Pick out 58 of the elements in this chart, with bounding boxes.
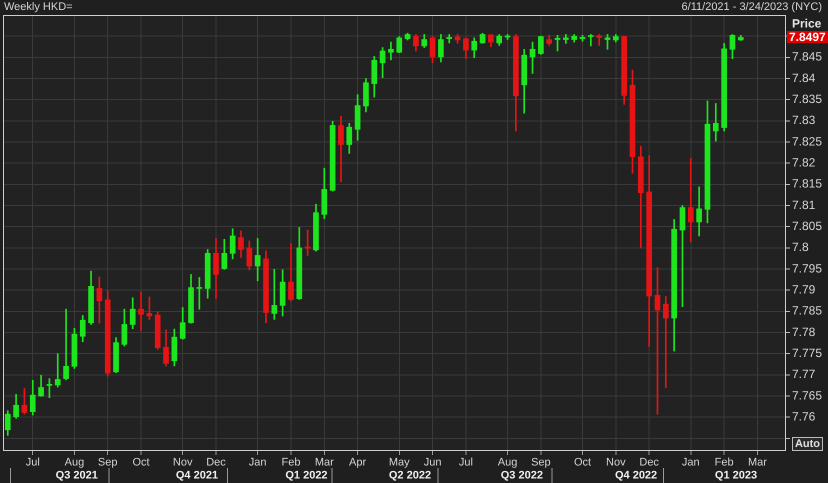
y-tick-label: 7.77 — [792, 367, 816, 382]
chart-subtitle: 6/11/2021 - 3/24/2023 (NYC) — [682, 1, 822, 14]
x2-tick-label: Q4 2021 — [176, 470, 218, 482]
y-tick-label: 7.78 — [792, 324, 816, 339]
y-tick-label: 7.76 — [792, 409, 816, 424]
y-tick-label: 7.84 — [792, 70, 816, 85]
candlestick — [554, 34, 560, 52]
candlestick — [680, 205, 686, 307]
y-tick-label: 7.8 — [792, 240, 810, 254]
x-tick-label: Jan — [248, 456, 267, 469]
x-tick-label: Mar — [314, 456, 334, 469]
y-tick-label: 7.805 — [792, 218, 822, 233]
x-tick-label: Oct — [574, 456, 592, 469]
x-tick-label: Nov — [606, 456, 626, 469]
x-tick-label: Mar — [748, 456, 768, 469]
x-tick-label: Aug — [498, 456, 518, 469]
y-tick-label: 7.79 — [792, 282, 816, 296]
candlestick — [138, 292, 144, 332]
x-tick-label: Nov — [172, 456, 193, 469]
x-tick-label: Dec — [206, 456, 226, 469]
x-tick-label: Apr — [349, 456, 367, 469]
x-tick-label: Sep — [531, 456, 551, 469]
x2-tick-label: Q1 2023 — [714, 470, 758, 482]
y-tick-label: 7.785 — [792, 304, 822, 318]
y-axis-title: Price — [792, 16, 822, 30]
x-tick-label: Feb — [714, 456, 734, 469]
y-tick-label: 7.795 — [792, 261, 822, 276]
y-tick-label: 7.815 — [792, 176, 822, 191]
x-tick-label: Dec — [639, 456, 660, 469]
x-tick-label: Jul — [458, 456, 473, 469]
x-tick-label: Sep — [98, 456, 118, 469]
x2-tick-label: Q1 2022 — [285, 470, 328, 482]
y-tick-label: 7.845 — [792, 50, 822, 64]
x-tick-label: Jul — [26, 456, 40, 469]
y-tick-label: 7.835 — [792, 92, 822, 106]
candlestick — [654, 267, 660, 415]
y-tick-label: 7.765 — [792, 388, 822, 402]
y-tick-label: 7.82 — [792, 155, 816, 170]
chart-title: Weekly HKD= — [4, 1, 73, 14]
x-tick-label: Oct — [132, 456, 150, 469]
x-tick-label: Jan — [682, 456, 700, 469]
y-tick-label: 7.81 — [792, 198, 816, 212]
candlestick — [63, 308, 69, 380]
text: 7.8497 — [787, 30, 828, 44]
x-tick-label: May — [388, 456, 410, 469]
x-tick-label: Aug — [64, 456, 84, 469]
candlestick — [604, 34, 610, 50]
x2-tick-label: Q3 2022 — [500, 470, 543, 482]
x-tick-label: Jun — [424, 456, 442, 469]
y-tick-label: 7.775 — [792, 346, 822, 360]
x2-tick-label: Q4 2022 — [614, 470, 658, 482]
y-tick-label: 7.83 — [792, 113, 816, 128]
candlestick — [388, 42, 394, 60]
x2-tick-label: Q2 2022 — [388, 470, 432, 482]
x2-tick-label: Q3 2021 — [56, 470, 98, 482]
x-tick-label: Feb — [281, 456, 300, 469]
y-tick-label: 7.825 — [792, 134, 822, 148]
button: Auto — [792, 437, 823, 451]
